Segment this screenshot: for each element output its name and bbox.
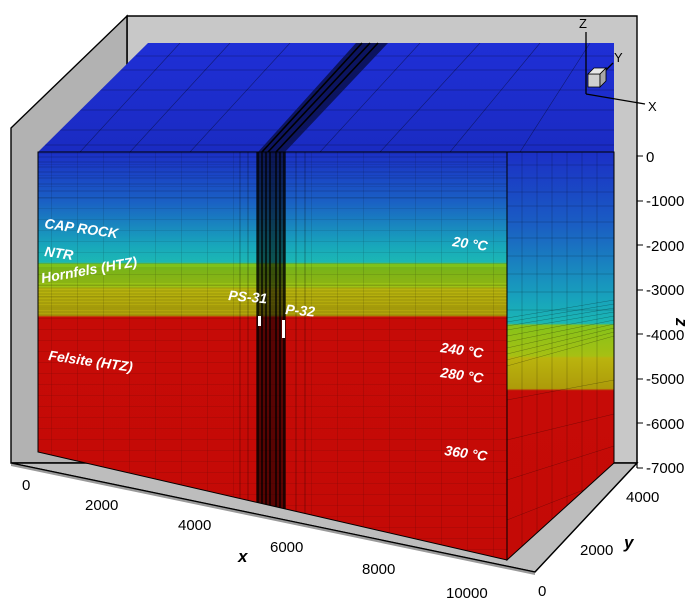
- well-label-ps31: PS-31: [228, 287, 268, 306]
- triad-z-label: Z: [579, 16, 587, 31]
- x-axis: 0 2000 4000 6000 8000 10000 x: [10, 462, 536, 602]
- y-tick-1: 2000: [580, 542, 613, 559]
- x-tick-3: 6000: [270, 539, 303, 556]
- x-tick-4: 8000: [362, 561, 395, 578]
- x-tick-0: 0: [22, 477, 30, 494]
- temperature-label-360: 360 °C: [444, 442, 490, 464]
- z-tick-2: -2000: [646, 238, 684, 255]
- model-side-face: [506, 151, 615, 562]
- temperature-labels: 20 °C 240 °C 280 °C 360 °C: [439, 233, 490, 464]
- temperature-label-280: 280 °C: [439, 364, 486, 386]
- model-top-face: [38, 42, 614, 153]
- z-tick-5: -5000: [646, 371, 684, 388]
- x-tick-2: 4000: [178, 517, 211, 534]
- x-tick-1: 2000: [85, 497, 118, 514]
- z-axis-label: z: [672, 317, 691, 327]
- triad-y-label: Y: [614, 50, 623, 65]
- z-tick-6: -6000: [646, 416, 684, 433]
- well-label-p32: P-32: [285, 301, 316, 320]
- orientation-triad: Z Y X: [579, 16, 657, 114]
- well-labels: PS-31 P-32: [228, 287, 316, 320]
- y-axis-label: y: [623, 533, 635, 552]
- triad-x-label: X: [648, 99, 657, 114]
- model-front-face: [37, 151, 508, 561]
- z-tick-1: -1000: [646, 193, 684, 210]
- y-tick-2: 4000: [626, 489, 659, 506]
- triad-cube: [587, 67, 607, 88]
- z-tick-0: 0: [646, 149, 654, 166]
- y-axis: 0 2000 4000 y: [534, 462, 659, 600]
- temperature-label-240: 240 °C: [439, 339, 486, 361]
- x-axis-label: x: [237, 547, 249, 566]
- layer-label-ntr: NTR: [44, 243, 76, 263]
- temperature-label-20: 20 °C: [451, 233, 490, 254]
- y-tick-0: 0: [538, 583, 546, 600]
- z-tick-4: -4000: [646, 327, 684, 344]
- x-tick-5: 10000: [446, 585, 488, 602]
- z-tick-7: -7000: [646, 460, 684, 477]
- z-axis: 0 -1000 -2000 -3000 -4000 -5000 -6000 -7…: [636, 149, 691, 477]
- z-tick-3: -3000: [646, 282, 684, 299]
